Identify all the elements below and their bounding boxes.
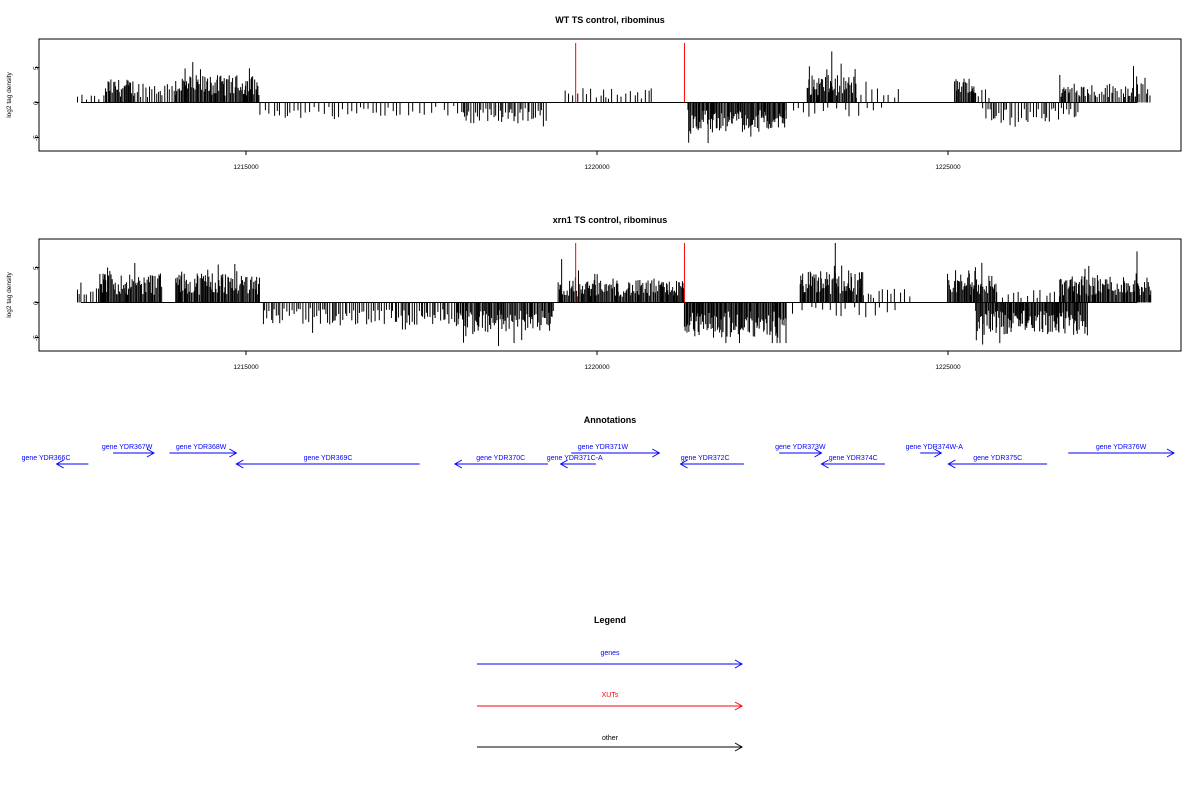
gene-annotation: gene YDR373W xyxy=(775,444,826,458)
xrn1-track-panel: xrn1 TS control, ribominus log2 tag dens… xyxy=(6,215,1182,371)
gene-arrowhead xyxy=(820,459,829,469)
legend-item-other: other xyxy=(477,735,744,752)
gene-label: gene YDR373W xyxy=(775,444,826,451)
wt-x-tick-label: 1225000 xyxy=(935,164,961,171)
xrn1-bars xyxy=(76,243,1152,346)
gene-annotation: gene YDR374W-A xyxy=(906,444,964,458)
gene-arrowhead xyxy=(559,459,568,469)
gene-arrowhead xyxy=(453,459,463,469)
xrn1-track-title: xrn1 TS control, ribominus xyxy=(553,215,668,225)
gene-label: gene YDR374C xyxy=(829,455,878,462)
wt-x-tick-label: 1215000 xyxy=(233,164,259,171)
legend-label-other: other xyxy=(602,735,619,742)
legend-item-xuts: XUTs xyxy=(477,692,744,711)
xrn1-x-tick-label: 1215000 xyxy=(233,364,259,371)
gene-annotation: gene YDR371W xyxy=(571,444,661,458)
gene-track: gene YDR366C gene YDR367W gene YDR368W gene… xyxy=(22,444,1175,469)
gene-arrowhead xyxy=(947,459,956,469)
legend-arrowhead-other xyxy=(734,742,744,752)
legend-item-genes: genes xyxy=(477,650,744,669)
gene-annotation: gene YDR375C xyxy=(947,455,1048,469)
xrn1-plot-area xyxy=(35,238,1182,355)
wt-track-title: WT TS control, ribominus xyxy=(555,15,665,25)
gene-label: gene YDR371W xyxy=(578,444,629,451)
gene-label: gene YDR370C xyxy=(476,455,525,462)
gene-label: gene YDR369C xyxy=(304,455,353,462)
gene-arrowhead xyxy=(55,459,64,469)
gene-label: gene YDR367W xyxy=(102,444,153,451)
gene-label: gene YDR366C xyxy=(22,455,71,462)
gene-arrowhead xyxy=(814,448,823,458)
gene-annotation: gene YDR366C xyxy=(22,455,89,469)
gene-annotation: gene YDR369C xyxy=(235,455,420,469)
wt-x-ticks: 1215000 1220000 1225000 xyxy=(233,164,961,171)
gene-label: gene YDR368W xyxy=(176,444,227,451)
gene-arrowhead xyxy=(146,448,155,458)
gene-arrowhead xyxy=(652,448,661,458)
legend-label-xuts: XUTs xyxy=(602,692,619,699)
wt-plot-area xyxy=(35,38,1182,155)
gene-label: gene YDR375C xyxy=(973,455,1022,462)
gene-annotation: gene YDR371C-A xyxy=(547,455,603,469)
gene-label: gene YDR372C xyxy=(681,455,730,462)
xrn1-x-ticks: 1215000 1220000 1225000 xyxy=(233,364,961,371)
xrn1-x-tick-label: 1220000 xyxy=(584,364,610,371)
gene-arrowhead xyxy=(229,448,238,458)
xrn1-x-tick-label: 1225000 xyxy=(935,364,961,371)
wt-bars xyxy=(76,51,1151,144)
legend-arrowhead-genes xyxy=(734,659,744,669)
legend-arrowhead-xuts xyxy=(734,701,744,711)
xrn1-y-axis-label: log2 tag density xyxy=(6,271,13,317)
gene-annotation: gene YDR368W xyxy=(169,444,238,458)
gene-arrowhead xyxy=(235,459,244,469)
gene-annotation: gene YDR376W xyxy=(1068,444,1175,458)
legend: Legend genes XUTs other xyxy=(477,615,744,752)
gene-annotation: gene YDR372C xyxy=(679,455,744,469)
legend-title: Legend xyxy=(594,615,626,625)
wt-plot-frame xyxy=(38,38,1182,152)
gene-annotation: gene YDR370C xyxy=(453,455,548,469)
gene-arrowhead xyxy=(679,459,688,469)
wt-x-tick-label: 1220000 xyxy=(584,164,610,171)
xrn1-plot-frame xyxy=(38,238,1182,352)
gene-annotation: gene YDR374C xyxy=(820,455,885,469)
legend-label-genes: genes xyxy=(600,650,620,657)
gene-annotation: gene YDR367W xyxy=(102,444,155,458)
annotations-title: Annotations xyxy=(584,415,637,425)
gene-arrowhead xyxy=(934,448,943,458)
gene-label: gene YDR376W xyxy=(1096,444,1147,451)
wt-y-axis-label: log2 tag density xyxy=(6,71,13,117)
wt-track-panel: WT TS control, ribominus log2 tag densit… xyxy=(6,15,1182,171)
gene-label: gene YDR374W-A xyxy=(906,444,964,451)
gene-arrowhead xyxy=(1166,448,1175,458)
gene-label: gene YDR371C-A xyxy=(547,455,603,462)
